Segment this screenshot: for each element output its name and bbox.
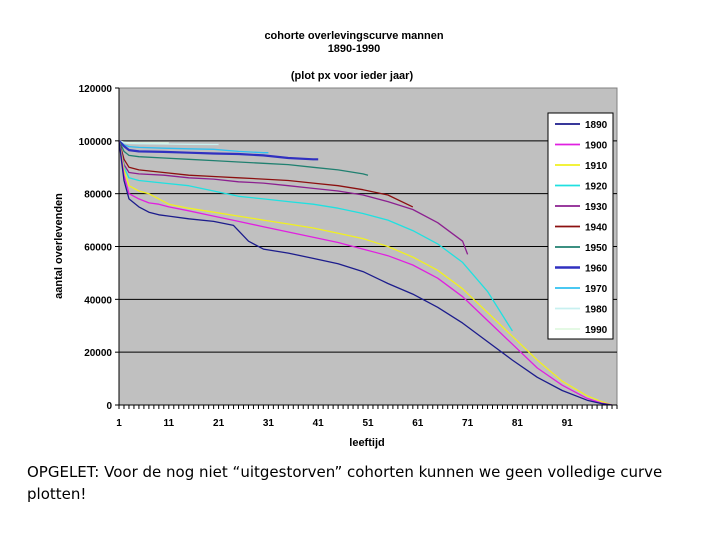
series-line-1940 <box>118 140 414 208</box>
series-line-1930 <box>118 140 469 255</box>
x-tick-labels: 1 11 21 31 41 51 61 71 81 91 <box>116 405 618 429</box>
x-axis-label: leeftijd <box>349 437 384 449</box>
legend-label-1900: 1900 <box>585 141 608 152</box>
x-tick-label: 61 <box>412 418 424 429</box>
x-tick-label: 1 <box>116 418 122 429</box>
legend-label-1920: 1920 <box>585 182 608 193</box>
legend-label-1890: 1890 <box>585 120 608 131</box>
x-tick-label: 41 <box>313 418 325 429</box>
x-tick-label: 31 <box>263 418 275 429</box>
legend-label-1980: 1980 <box>585 305 608 316</box>
series-line-1970 <box>118 140 269 154</box>
series-line-1920 <box>118 140 513 332</box>
y-tick-label: 0 <box>106 401 112 412</box>
y-axis-label: aantal overlevenden <box>53 193 65 299</box>
legend-label-1940: 1940 <box>585 223 608 234</box>
caption-note: OPGELET: Voor de nog niet “uitgestorven”… <box>27 463 663 503</box>
series-line-1960 <box>118 140 319 161</box>
legend: 1890 1900 1910 1920 1930 1940 1950 1960 1970 1980… <box>547 112 614 340</box>
y-tick-label: 120000 <box>79 84 113 95</box>
legend-label-1960: 1960 <box>585 264 608 275</box>
chart-subtitle: 1890-1990 <box>328 43 381 55</box>
y-tick-label: 40000 <box>84 295 112 306</box>
gridlines <box>119 140 617 353</box>
series-group <box>118 140 613 406</box>
x-tick-label: 51 <box>362 418 374 429</box>
legend-label-1950: 1950 <box>585 243 608 254</box>
series-line-1890 <box>118 140 613 406</box>
y-tick-label: 100000 <box>79 137 113 148</box>
legend-label-1970: 1970 <box>585 284 608 295</box>
legend-label-1930: 1930 <box>585 202 608 213</box>
series-line-1980 <box>118 140 219 146</box>
legend-label-1910: 1910 <box>585 161 608 172</box>
series-line-1910 <box>118 140 613 406</box>
series-line-1950 <box>118 140 369 176</box>
series-line-1900 <box>118 140 613 406</box>
y-tick-label: 80000 <box>84 190 112 201</box>
x-tick-label: 91 <box>562 418 574 429</box>
x-tick-label: 71 <box>462 418 474 429</box>
x-tick-label: 81 <box>512 418 524 429</box>
legend-label-1990: 1990 <box>585 325 608 336</box>
x-tick-label: 11 <box>164 418 175 429</box>
y-tick-labels: 0 20000 40000 60000 80000 100000 120000 <box>79 84 119 412</box>
chart-title: cohorte overlevingscurve mannen <box>264 30 443 42</box>
y-tick-label: 20000 <box>84 348 112 359</box>
chart-note: (plot px voor ieder jaar) <box>291 70 414 82</box>
survival-chart: cohorte overlevingscurve mannen 1890-199… <box>53 30 618 449</box>
x-tick-label: 21 <box>213 418 225 429</box>
y-tick-label: 60000 <box>84 243 112 254</box>
